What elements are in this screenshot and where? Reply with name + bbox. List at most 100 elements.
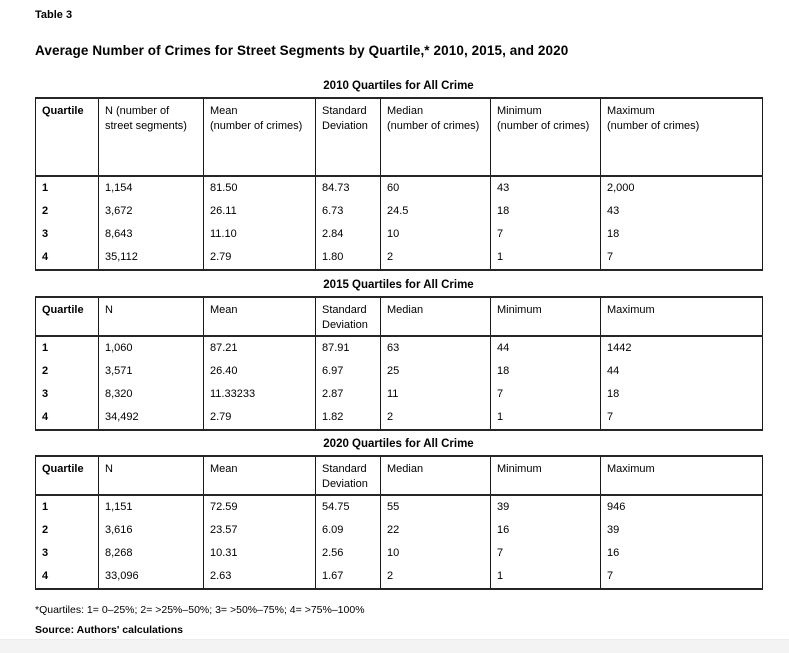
data-cell: 1	[490, 565, 601, 589]
header-cell: N	[98, 297, 204, 336]
header-cell: Mean (number of crimes)	[203, 98, 316, 176]
data-cell: 87.91	[315, 336, 381, 360]
data-cell: 6.73	[315, 200, 381, 223]
quartile-cell: 2	[42, 365, 49, 377]
header-row: Quartile N (number of street segments) Mea…	[35, 98, 763, 176]
data-cell: 26.11	[203, 200, 316, 223]
quartile-cell: 2	[42, 524, 49, 536]
table-row: 2 3,672 26.11 6.73 24.5 18 43	[36, 200, 763, 223]
header-cell: Mean	[203, 456, 316, 495]
data-cell: 1.82	[315, 406, 381, 430]
data-cell: 33,096	[98, 565, 204, 589]
data-cell: 3,571	[98, 360, 204, 383]
header-cell: N	[98, 456, 204, 495]
table-row: 4 35,112 2.79 1.80 2 1 7	[36, 246, 763, 270]
data-cell: 1,154	[98, 176, 204, 200]
data-cell: 18	[600, 383, 763, 406]
source-note: Source: Authors' calculations	[35, 624, 183, 636]
header-cell: Maximum	[600, 297, 763, 336]
header-cell: Standard Deviation	[315, 98, 381, 176]
data-cell: 1	[490, 406, 601, 430]
table-caption-2020: 2020 Quartiles for All Crime	[323, 438, 474, 450]
data-cell: 54.75	[315, 495, 381, 519]
data-cell: 1	[490, 246, 601, 270]
header-cell: Minimum	[490, 297, 601, 336]
viewer-background-strip	[0, 639, 789, 653]
data-cell: 2	[380, 565, 491, 589]
data-cell: 81.50	[203, 176, 316, 200]
header-cell: Minimum (number of crimes)	[490, 98, 601, 176]
table-number-label: Table 3	[35, 9, 73, 21]
quartile-table-2015: Quartile N Mean Standard Deviation Median Min…	[35, 296, 763, 431]
data-cell: 10.31	[203, 542, 316, 565]
table-caption-2010: 2010 Quartiles for All Crime	[323, 80, 474, 92]
data-cell: 8,268	[98, 542, 204, 565]
table-row: 3 8,268 10.31 2.56 10 7 16	[36, 542, 763, 565]
data-cell: 87.21	[203, 336, 316, 360]
table-row: 1 1,154 81.50 84.73 60 43 2,000	[36, 176, 763, 200]
data-cell: 8,320	[98, 383, 204, 406]
data-cell: 7	[600, 565, 763, 589]
data-cell: 1,060	[98, 336, 204, 360]
header-cell: Maximum	[600, 456, 763, 495]
data-cell: 1,151	[98, 495, 204, 519]
table-row: 1 1,151 72.59 54.75 55 39 946	[36, 495, 763, 519]
data-cell: 946	[600, 495, 763, 519]
data-cell: 2	[380, 406, 491, 430]
data-cell: 11.33233	[203, 383, 316, 406]
quartile-cell: 3	[42, 547, 49, 559]
data-cell: 10	[380, 542, 491, 565]
data-cell: 26.40	[203, 360, 316, 383]
header-cell: Maximum (number of crimes)	[600, 98, 763, 176]
data-cell: 72.59	[203, 495, 316, 519]
data-cell: 7	[600, 246, 763, 270]
data-cell: 60	[380, 176, 491, 200]
quartile-cell: 3	[42, 388, 49, 400]
data-cell: 39	[600, 519, 763, 542]
data-cell: 11	[380, 383, 491, 406]
data-cell: 39	[490, 495, 601, 519]
header-cell: Standard Deviation	[315, 297, 381, 336]
data-cell: 1.80	[315, 246, 381, 270]
table-row: 1 1,060 87.21 87.91 63 44 1442	[36, 336, 763, 360]
data-cell: 34,492	[98, 406, 204, 430]
data-cell: 16	[490, 519, 601, 542]
quartile-footnote: *Quartiles: 1= 0–25%; 2= >25%–50%; 3= >5…	[35, 604, 365, 616]
quartile-table-2020: Quartile N Mean Standard Deviation Median Min…	[35, 455, 763, 590]
data-cell: 1442	[600, 336, 763, 360]
quartile-cell: 1	[42, 182, 49, 194]
data-cell: 3,672	[98, 200, 204, 223]
data-cell: 7	[490, 542, 601, 565]
data-cell: 35,112	[98, 246, 204, 270]
header-cell: Quartile	[42, 304, 84, 316]
data-cell: 44	[490, 336, 601, 360]
header-cell: Mean	[203, 297, 316, 336]
quartile-cell: 4	[42, 411, 49, 423]
data-cell: 2.79	[203, 246, 316, 270]
header-row: Quartile N Mean Standard Deviation Median Min…	[35, 456, 763, 495]
data-cell: 2.87	[315, 383, 381, 406]
data-cell: 2.56	[315, 542, 381, 565]
table-row: 3 8,643 11.10 2.84 10 7 18	[36, 223, 763, 246]
data-cell: 7	[490, 223, 601, 246]
data-cell: 7	[600, 406, 763, 430]
data-cell: 6.09	[315, 519, 381, 542]
quartile-cell: 1	[42, 501, 49, 513]
header-cell: N (number of street segments)	[98, 98, 204, 176]
data-cell: 2.84	[315, 223, 381, 246]
data-cell: 43	[490, 176, 601, 200]
data-cell: 8,643	[98, 223, 204, 246]
data-cell: 2	[380, 246, 491, 270]
header-row: Quartile N Mean Standard Deviation Median Min…	[35, 297, 763, 336]
data-cell: 2.79	[203, 406, 316, 430]
header-cell: Median	[380, 456, 491, 495]
data-cell: 25	[380, 360, 491, 383]
data-cell: 63	[380, 336, 491, 360]
header-cell: Median	[380, 297, 491, 336]
table-row: 4 33,096 2.63 1.67 2 1 7	[36, 565, 763, 589]
data-cell: 6.97	[315, 360, 381, 383]
data-cell: 11.10	[203, 223, 316, 246]
data-cell: 18	[490, 360, 601, 383]
table-row: 4 34,492 2.79 1.82 2 1 7	[36, 406, 763, 430]
